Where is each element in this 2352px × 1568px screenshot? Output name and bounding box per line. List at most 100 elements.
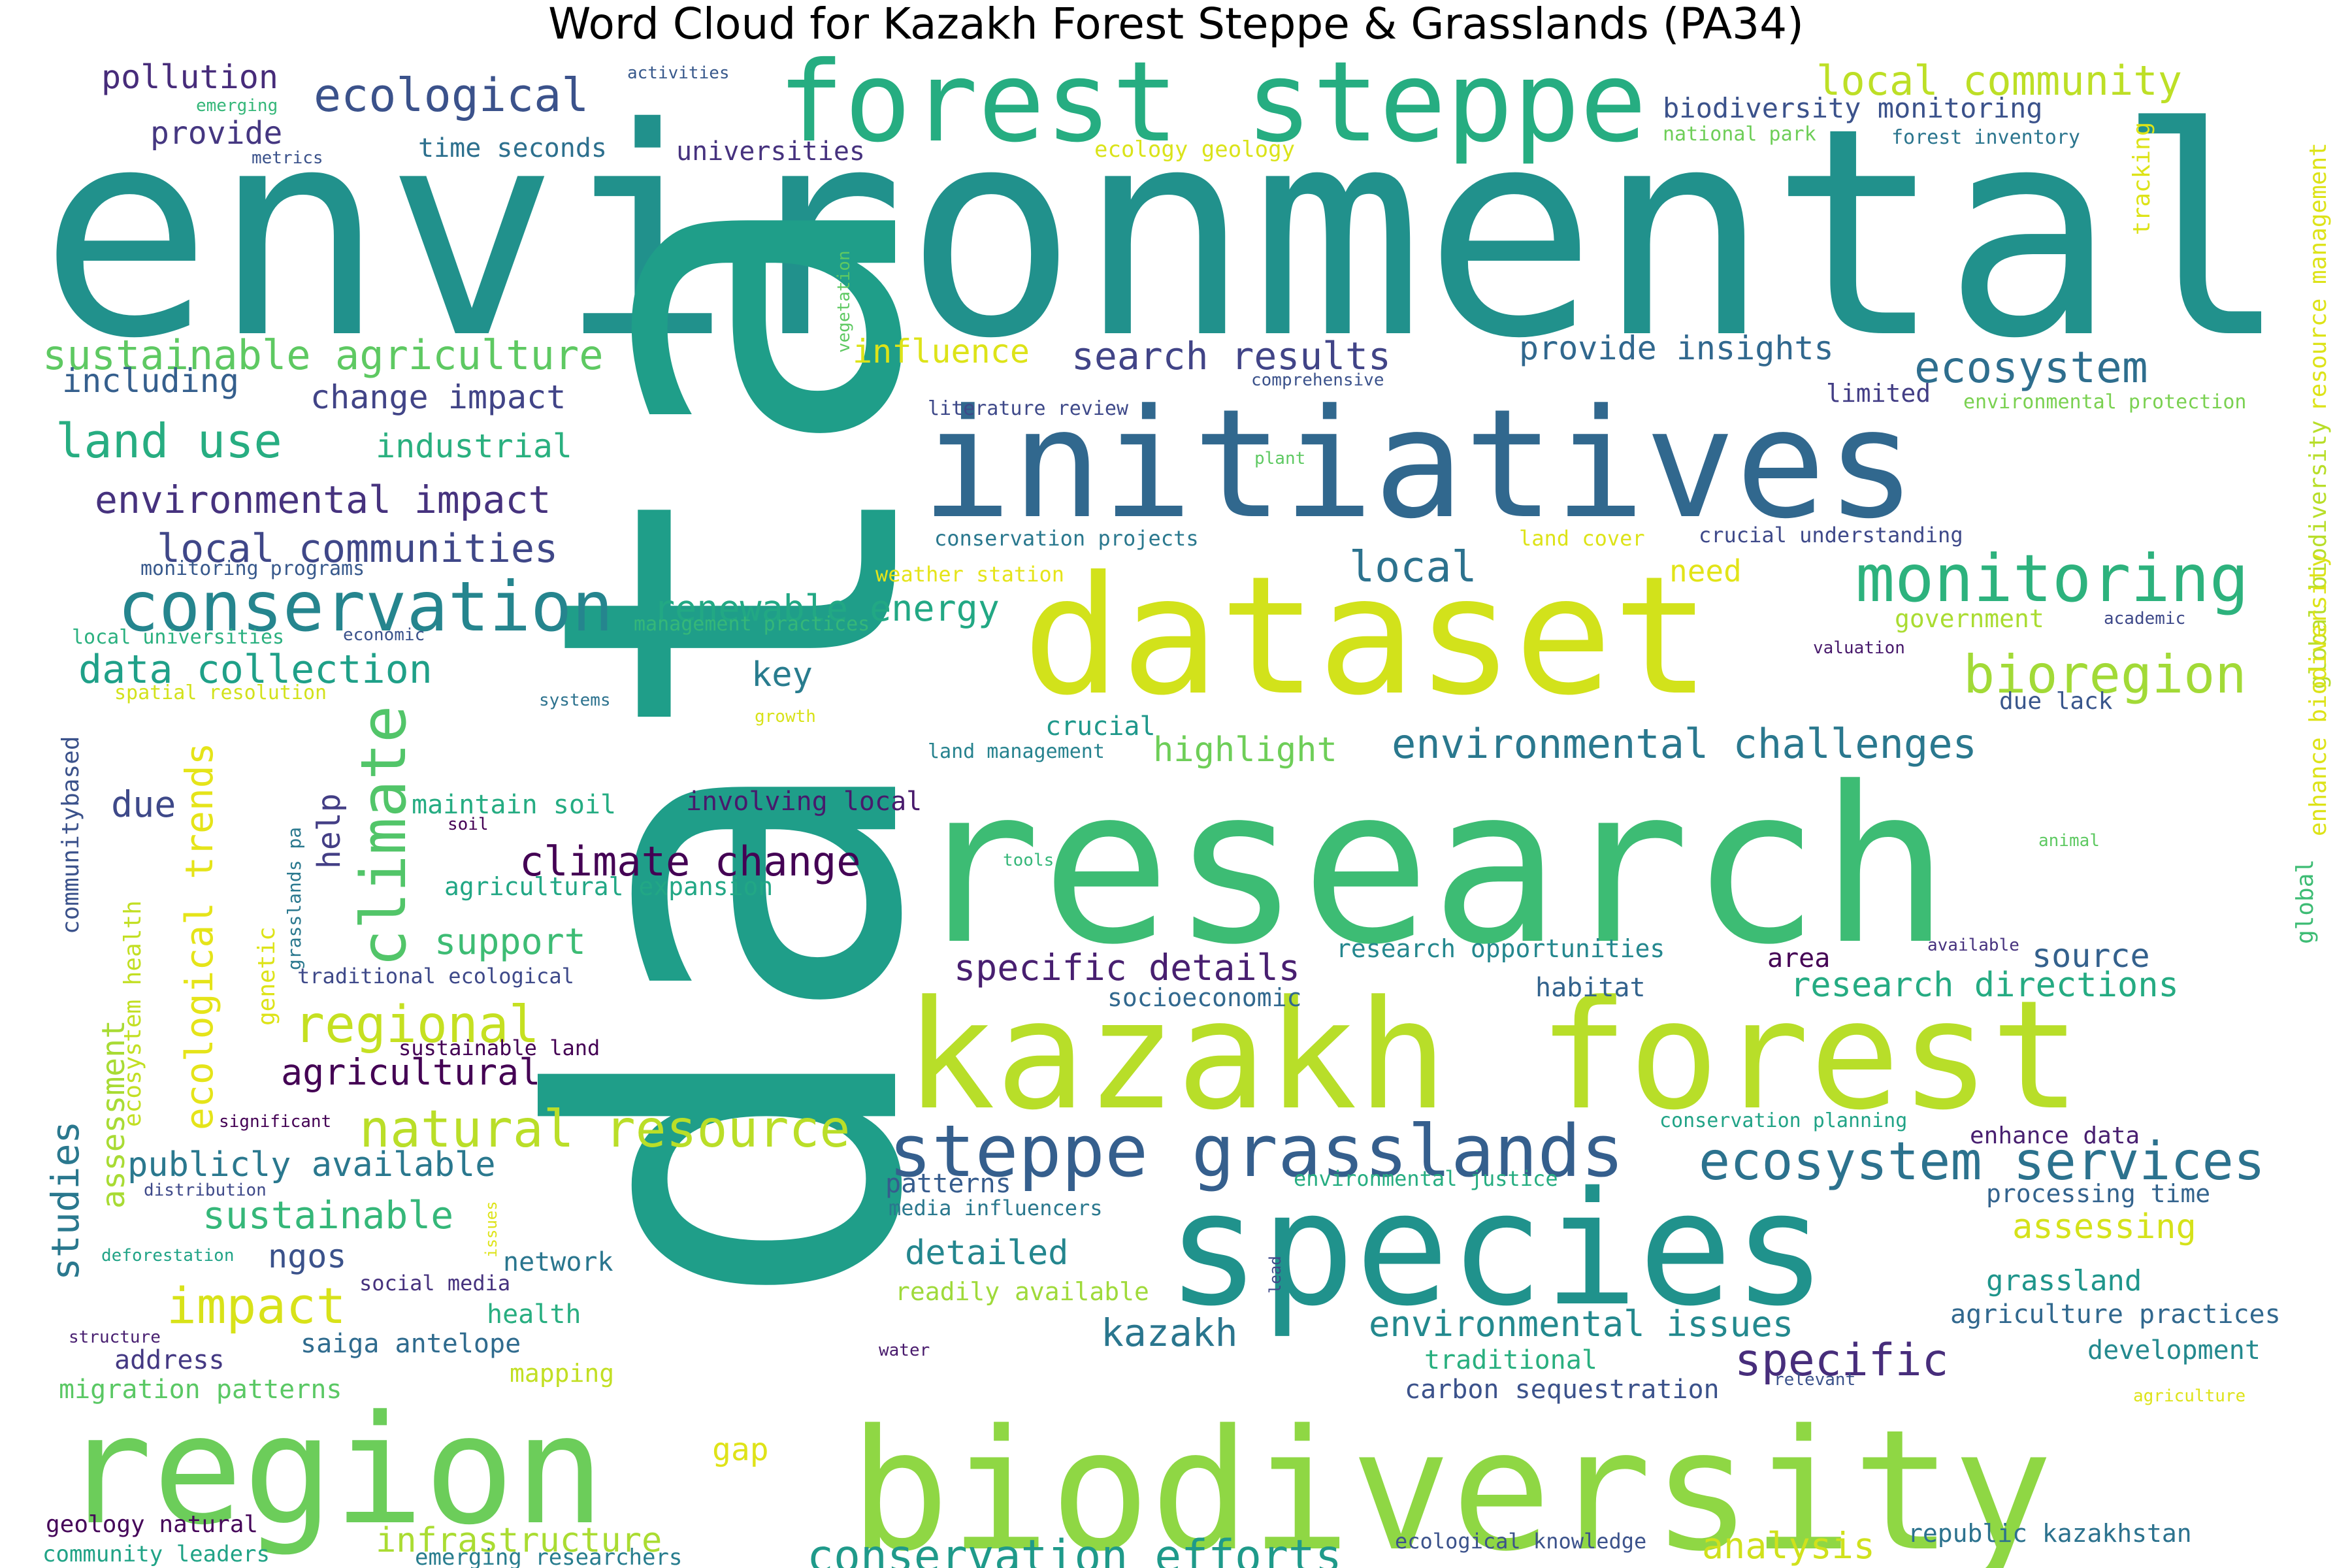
- cloud-word-search-results: search results: [1071, 334, 1391, 378]
- cloud-word-provide-insights: provide insights: [1519, 329, 1834, 367]
- cloud-word-environmental-impact: environmental impact: [95, 478, 551, 522]
- cloud-word-local-community: local community: [1816, 57, 2182, 105]
- cloud-word-network: network: [503, 1247, 613, 1277]
- cloud-word-traditional-ecological: traditional ecological: [297, 964, 574, 988]
- cloud-word-climate-change: climate change: [519, 838, 861, 885]
- cloud-word-growth: growth: [755, 707, 816, 727]
- cloud-word-dataset: dataset: [1022, 541, 1711, 731]
- cloud-word-steppe-grasslands: steppe grasslands: [889, 1109, 1624, 1193]
- cloud-word-development: development: [2087, 1335, 2261, 1365]
- cloud-word-assessment: assessment: [95, 1020, 132, 1209]
- cloud-word-agricultural: agricultural: [281, 1051, 540, 1093]
- cloud-word-structure: structure: [69, 1328, 161, 1347]
- cloud-word-research: research: [911, 741, 1950, 992]
- cloud-word-assessing: assessing: [2012, 1207, 2197, 1247]
- cloud-word-global-biodiversity: global biodiversity: [2305, 420, 2332, 689]
- cloud-word-crucial: crucial: [1045, 711, 1156, 742]
- cloud-word-global: global: [2292, 859, 2319, 944]
- cloud-word-land-management: land management: [928, 740, 1105, 763]
- cloud-word-comprehensive: comprehensive: [1251, 370, 1384, 390]
- cloud-word-agriculture-practices: agriculture practices: [1950, 1299, 2281, 1330]
- cloud-word-pollution: pollution: [101, 58, 278, 96]
- cloud-word-sustainable-land: sustainable land: [399, 1036, 600, 1060]
- cloud-word-data-collection: data collection: [78, 647, 433, 693]
- cloud-word-grasslands-pa: grasslands pa: [284, 827, 305, 970]
- cloud-word-grassland: grassland: [1986, 1264, 2142, 1298]
- cloud-word-processing-time: processing time: [1986, 1179, 2210, 1208]
- cloud-word-ecosystem: ecosystem: [1914, 342, 2148, 393]
- cloud-word-enhance-data: enhance data: [1970, 1122, 2140, 1149]
- cloud-word-tracking: tracking: [2129, 122, 2155, 235]
- cloud-word-issues: issues: [482, 1201, 500, 1258]
- cloud-word-carbon-sequestration: carbon sequestration: [1405, 1375, 1720, 1405]
- cloud-word-environmental-justice: environmental justice: [1294, 1166, 1558, 1191]
- cloud-word-local: local: [1349, 543, 1477, 592]
- cloud-word-key: key: [751, 655, 813, 694]
- cloud-word-water: water: [879, 1341, 930, 1360]
- cloud-word-land-use: land use: [56, 414, 282, 468]
- cloud-word-traditional: traditional: [1424, 1345, 1597, 1375]
- cloud-word-available: available: [1927, 936, 2019, 955]
- cloud-word-monitoring: monitoring: [1855, 540, 2249, 617]
- cloud-word-need: need: [1669, 553, 1742, 589]
- cloud-word-mapping: mapping: [510, 1359, 614, 1388]
- cloud-word-environmental-protection: environmental protection: [1963, 391, 2246, 414]
- cloud-word-economic: economic: [343, 625, 425, 645]
- cloud-word-ecosystem-services: ecosystem services: [1699, 1131, 2265, 1192]
- cloud-word-valuation: valuation: [1813, 638, 1905, 658]
- cloud-word-environmental-issues: environmental issues: [1369, 1303, 1793, 1345]
- cloud-word-research-opportunities: research opportunities: [1336, 934, 1665, 963]
- cloud-word-specific-details: specific details: [954, 947, 1300, 988]
- cloud-word-agriculture: agriculture: [2133, 1386, 2246, 1406]
- cloud-word-systems: systems: [539, 691, 611, 710]
- cloud-word-media-influencers: media influencers: [889, 1196, 1103, 1220]
- cloud-word-industrial: industrial: [376, 427, 572, 465]
- cloud-word-academic: academic: [2104, 609, 2185, 629]
- cloud-word-deforestation: deforestation: [101, 1246, 235, 1266]
- cloud-word-ecosystem-health: ecosystem health: [120, 900, 146, 1127]
- cloud-word-natural-resource: natural resource: [359, 1100, 850, 1159]
- cloud-word-national-park: national park: [1663, 123, 1816, 146]
- cloud-word-soil: soil: [448, 815, 489, 834]
- cloud-word-saiga-antelope: saiga antelope: [301, 1329, 521, 1359]
- cloud-word-animal: animal: [2038, 831, 2100, 851]
- cloud-word-gap: gap: [712, 1431, 769, 1468]
- cloud-word-significant: significant: [219, 1112, 331, 1132]
- cloud-word-government: government: [1895, 604, 2044, 633]
- cloud-word-metrics: metrics: [252, 148, 323, 168]
- cloud-word-local-communities: local communities: [157, 526, 558, 572]
- cloud-word-emerging: emerging: [196, 96, 278, 116]
- cloud-word-geology-natural: geology natural: [46, 1511, 258, 1538]
- cloud-word-management-practices: management practices: [634, 613, 870, 636]
- cloud-word-monitoring-programs: monitoring programs: [140, 557, 365, 580]
- cloud-word-ecological-knowledge: ecological knowledge: [1395, 1529, 1646, 1554]
- cloud-word-time-seconds: time seconds: [418, 133, 607, 163]
- cloud-word-social-media: social media: [359, 1271, 510, 1296]
- cloud-word-region: region: [62, 1384, 605, 1558]
- cloud-word-distribution: distribution: [144, 1181, 267, 1200]
- cloud-word-migration-patterns: migration patterns: [59, 1375, 342, 1405]
- cloud-word-forest-inventory: forest inventory: [1891, 126, 2080, 149]
- cloud-word-environmental-challenges: environmental challenges: [1392, 720, 1977, 768]
- cloud-word-influence: influence: [853, 333, 1030, 370]
- cloud-word-socioeconomic: socioeconomic: [1107, 983, 1301, 1012]
- cloud-word-biodiversity: biodiversity: [849, 1394, 2053, 1568]
- cloud-word-support: support: [434, 921, 586, 962]
- cloud-word-emerging-researchers: emerging researchers: [415, 1544, 682, 1568]
- cloud-word-source: source: [2032, 937, 2150, 975]
- cloud-word-maintain-soil: maintain soil: [412, 790, 616, 820]
- cloud-word-provide: provide: [150, 115, 282, 152]
- cloud-word-limited: limited: [1826, 379, 1931, 408]
- cloud-word-patterns: patterns: [885, 1169, 1011, 1199]
- cloud-word-impact: impact: [167, 1277, 346, 1335]
- cloud-word-environmental: environmental: [39, 67, 2289, 401]
- cloud-word-relevant: relevant: [1774, 1370, 1855, 1390]
- cloud-word-specific: specific: [1735, 1335, 1949, 1386]
- cloud-word-due-lack: due lack: [1999, 688, 2113, 715]
- cloud-word-studies: studies: [43, 1121, 88, 1281]
- cloud-word-resource-management: resource management: [2305, 142, 2332, 412]
- cloud-word-tools: tools: [1003, 851, 1054, 870]
- cloud-word-communitybased: communitybased: [57, 736, 84, 934]
- cloud-word-ecological: ecological: [314, 69, 589, 122]
